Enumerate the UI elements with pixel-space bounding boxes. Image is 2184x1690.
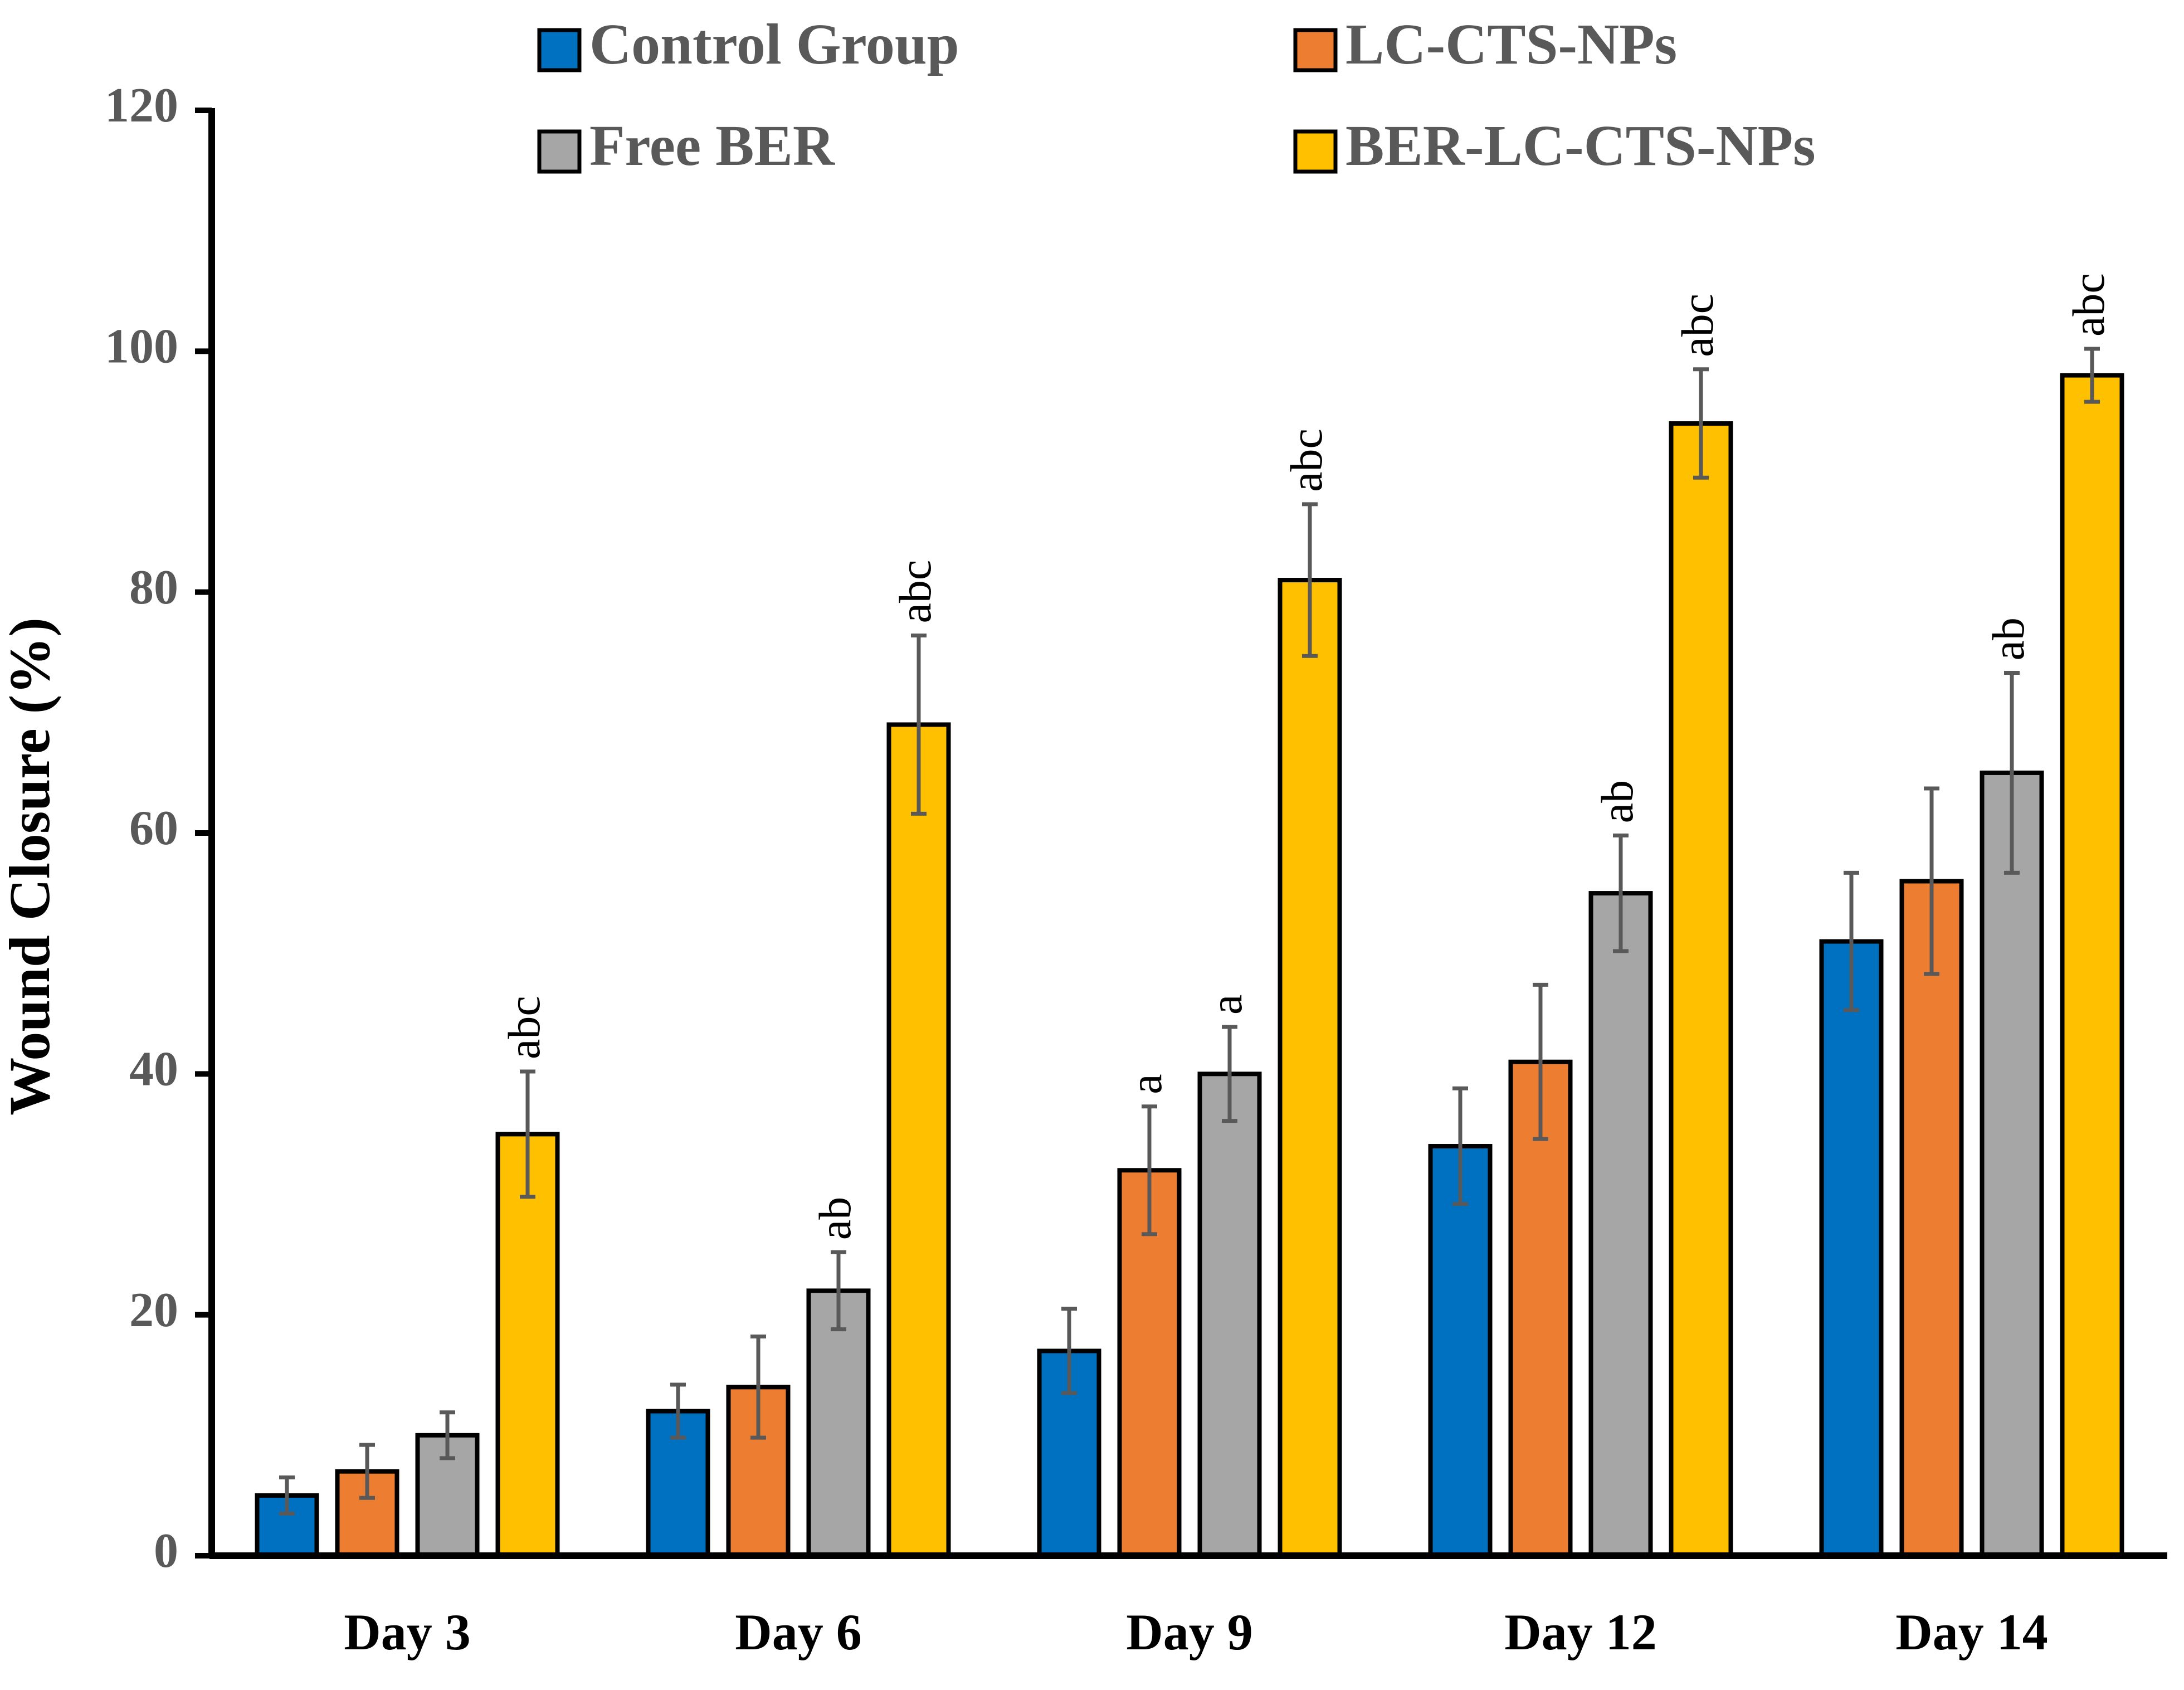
- y-tick-label-60: 60: [129, 801, 178, 855]
- significance-label-free-ber-day-6: ab: [810, 1197, 860, 1240]
- significance-label-ber-lc-cts-nps-day-9: abc: [1281, 428, 1332, 492]
- significance-label-ber-lc-cts-nps-day-3: abc: [499, 996, 549, 1059]
- legend-label-lc-cts-nps: LC-CTS-NPs: [1346, 12, 1677, 76]
- legend-swatch-lc-cts-nps: [1293, 28, 1338, 72]
- legend-swatch-ber-lc-cts-nps: [1293, 129, 1338, 174]
- y-tick-label-100: 100: [105, 320, 178, 374]
- bar-free-ber-day-6: [806, 1288, 871, 1558]
- bar-ber-lc-cts-nps-day-12: [1669, 421, 1733, 1558]
- plot-area: abc ab abc a a abc ab abc ab abc: [255, 273, 2124, 1558]
- bar-free-ber-day-14: [1980, 770, 2044, 1558]
- bar-free-ber-day-12: [1588, 891, 1653, 1558]
- x-tick-label-day-14: Day 14: [1895, 1604, 2048, 1660]
- y-tick-label-20: 20: [129, 1283, 178, 1337]
- x-tick-label-day-12: Day 12: [1504, 1604, 1656, 1660]
- legend-swatch-free-ber: [537, 129, 582, 174]
- legend-swatch-control-group: [537, 28, 582, 72]
- y-tick-label-0: 0: [154, 1524, 178, 1578]
- significance-label-lc-cts-nps-day-9: a: [1120, 1074, 1171, 1094]
- bar-ber-lc-cts-nps-day-9: [1278, 578, 1342, 1558]
- bar-lc-cts-nps-day-14: [1899, 879, 1964, 1558]
- significance-label-ber-lc-cts-nps-day-6: abc: [890, 560, 940, 624]
- y-tick-label-80: 80: [129, 561, 178, 615]
- significance-label-free-ber-day-14: ab: [1983, 617, 2034, 660]
- x-tick-label-day-3: Day 3: [344, 1604, 470, 1660]
- x-tick-label-day-6: Day 6: [735, 1604, 861, 1660]
- legend-label-free-ber: Free BER: [589, 114, 836, 178]
- y-tick-label-120: 120: [105, 79, 178, 133]
- bar-control-group-day-14: [1819, 939, 1884, 1558]
- significance-label-ber-lc-cts-nps-day-12: abc: [1672, 294, 1723, 357]
- axes: 0 20 40 60 80 100 120 Day 3 Day 6 Day 9 Day 12 Day …: [105, 79, 2167, 1660]
- bar-ber-lc-cts-nps-day-6: [886, 722, 951, 1558]
- x-tick-label-day-9: Day 9: [1126, 1604, 1252, 1660]
- legend-label-ber-lc-cts-nps: BER-LC-CTS-NPs: [1346, 114, 1816, 178]
- bar-lc-cts-nps-day-12: [1508, 1059, 1573, 1558]
- legend-label-control-group: Control Group: [589, 12, 959, 76]
- significance-label-ber-lc-cts-nps-day-14: abc: [2063, 273, 2114, 337]
- legend: Control Group LC-CTS-NPs Free BER BER-LC-CT…: [537, 12, 1816, 178]
- bar-ber-lc-cts-nps-day-14: [2060, 373, 2124, 1558]
- significance-label-free-ber-day-9: a: [1201, 995, 1251, 1015]
- bar-control-group-day-12: [1428, 1144, 1493, 1558]
- y-axis-label: Wound Closure (%): [0, 617, 62, 1116]
- significance-label-free-ber-day-12: ab: [1592, 780, 1642, 823]
- y-tick-label-40: 40: [129, 1043, 178, 1097]
- bar-free-ber-day-9: [1197, 1072, 1262, 1558]
